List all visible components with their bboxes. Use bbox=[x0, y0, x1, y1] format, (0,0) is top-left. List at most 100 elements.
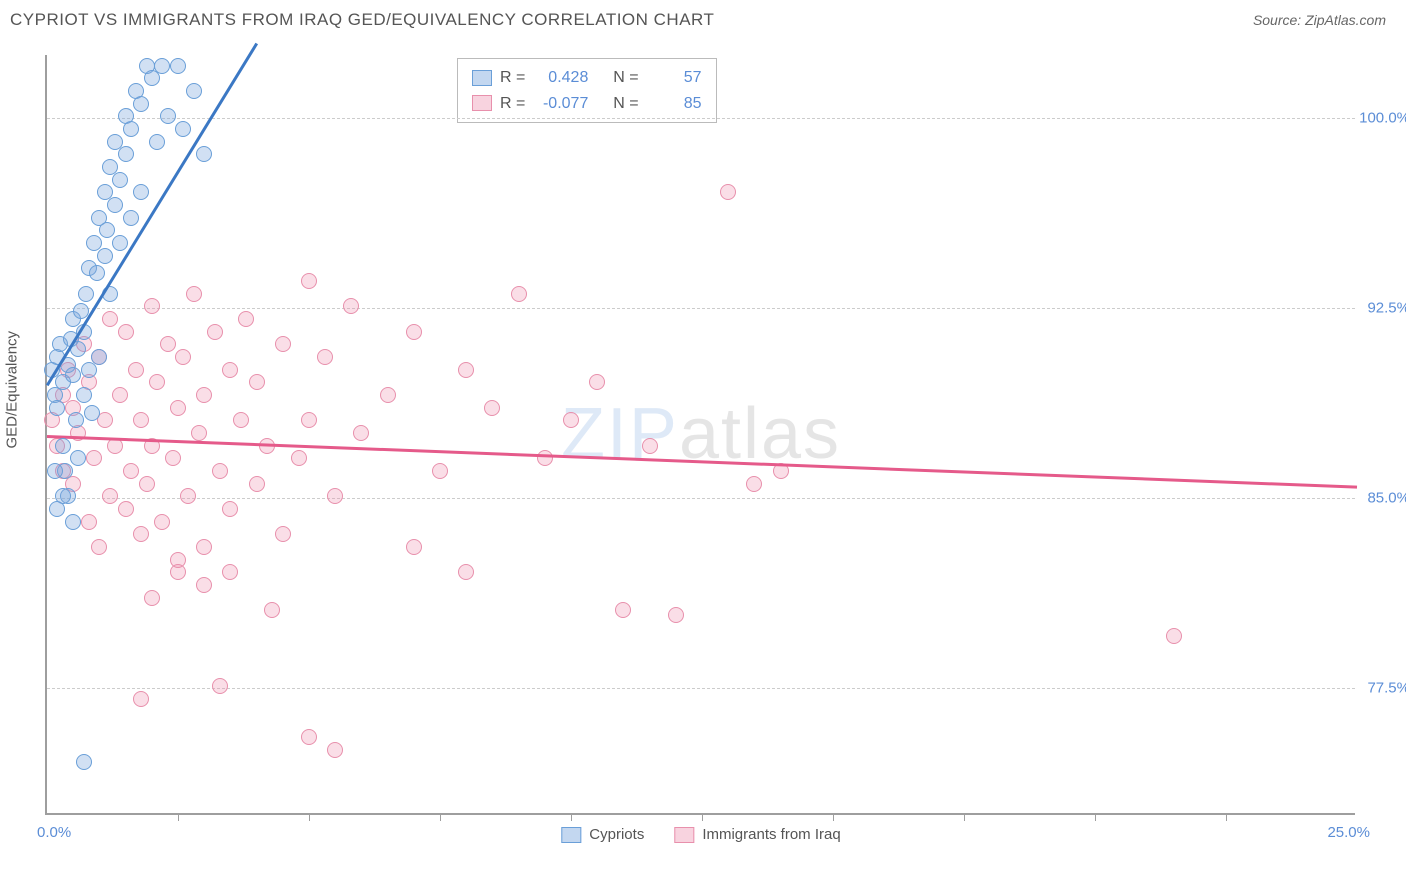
data-point bbox=[249, 476, 265, 492]
x-axis-max-label: 25.0% bbox=[1327, 824, 1370, 841]
data-point bbox=[65, 514, 81, 530]
data-point bbox=[615, 602, 631, 618]
legend-swatch-pink bbox=[472, 95, 492, 111]
legend-swatch-pink bbox=[674, 827, 694, 843]
data-point bbox=[91, 349, 107, 365]
data-point bbox=[49, 501, 65, 517]
data-point bbox=[160, 336, 176, 352]
data-point bbox=[563, 412, 579, 428]
gridline bbox=[47, 498, 1355, 499]
data-point bbox=[133, 691, 149, 707]
gridline bbox=[47, 688, 1355, 689]
data-point bbox=[68, 412, 84, 428]
x-tick bbox=[1226, 813, 1227, 821]
data-point bbox=[668, 607, 684, 623]
data-point bbox=[264, 602, 280, 618]
data-point bbox=[133, 526, 149, 542]
r-value-blue: 0.428 bbox=[533, 65, 588, 91]
x-tick bbox=[571, 813, 572, 821]
data-point bbox=[118, 324, 134, 340]
stats-legend: R = 0.428 N = 57 R = -0.077 N = 85 bbox=[457, 58, 717, 123]
gridline bbox=[47, 118, 1355, 119]
data-point bbox=[212, 463, 228, 479]
data-point bbox=[170, 552, 186, 568]
data-point bbox=[175, 121, 191, 137]
n-label: N = bbox=[613, 91, 638, 117]
data-point bbox=[484, 400, 500, 416]
data-point bbox=[133, 412, 149, 428]
data-point bbox=[196, 387, 212, 403]
data-point bbox=[196, 146, 212, 162]
data-point bbox=[170, 400, 186, 416]
x-tick bbox=[964, 813, 965, 821]
y-tick-label: 100.0% bbox=[1359, 110, 1406, 127]
data-point bbox=[112, 387, 128, 403]
data-point bbox=[720, 184, 736, 200]
data-point bbox=[86, 450, 102, 466]
data-point bbox=[160, 108, 176, 124]
data-point bbox=[144, 70, 160, 86]
x-tick bbox=[1095, 813, 1096, 821]
r-value-pink: -0.077 bbox=[533, 91, 588, 117]
data-point bbox=[222, 501, 238, 517]
data-point bbox=[186, 83, 202, 99]
r-label: R = bbox=[500, 91, 525, 117]
data-point bbox=[191, 425, 207, 441]
y-tick-label: 77.5% bbox=[1367, 680, 1406, 697]
data-point bbox=[233, 412, 249, 428]
data-point bbox=[123, 121, 139, 137]
x-tick bbox=[309, 813, 310, 821]
data-point bbox=[91, 539, 107, 555]
data-point bbox=[81, 514, 97, 530]
legend-row-blue: R = 0.428 N = 57 bbox=[472, 65, 702, 91]
data-point bbox=[112, 172, 128, 188]
data-point bbox=[65, 367, 81, 383]
legend-item-iraq: Immigrants from Iraq bbox=[674, 826, 840, 843]
data-point bbox=[154, 514, 170, 530]
data-point bbox=[275, 336, 291, 352]
data-point bbox=[47, 463, 63, 479]
data-point bbox=[642, 438, 658, 454]
data-point bbox=[327, 488, 343, 504]
data-point bbox=[301, 412, 317, 428]
data-point bbox=[327, 742, 343, 758]
data-point bbox=[212, 678, 228, 694]
data-point bbox=[154, 58, 170, 74]
x-tick bbox=[702, 813, 703, 821]
trend-line bbox=[46, 43, 258, 386]
legend-label-iraq: Immigrants from Iraq bbox=[702, 826, 840, 843]
data-point bbox=[746, 476, 762, 492]
data-point bbox=[353, 425, 369, 441]
data-point bbox=[112, 235, 128, 251]
data-point bbox=[133, 184, 149, 200]
data-point bbox=[222, 362, 238, 378]
data-point bbox=[186, 286, 202, 302]
x-tick bbox=[440, 813, 441, 821]
data-point bbox=[196, 577, 212, 593]
data-point bbox=[406, 539, 422, 555]
data-point bbox=[99, 222, 115, 238]
legend-swatch-blue bbox=[561, 827, 581, 843]
data-point bbox=[249, 374, 265, 390]
data-point bbox=[97, 248, 113, 264]
data-point bbox=[175, 349, 191, 365]
source-attribution: Source: ZipAtlas.com bbox=[1253, 12, 1386, 28]
x-tick bbox=[178, 813, 179, 821]
data-point bbox=[291, 450, 307, 466]
data-point bbox=[144, 590, 160, 606]
n-value-pink: 85 bbox=[647, 91, 702, 117]
y-tick-label: 92.5% bbox=[1367, 300, 1406, 317]
data-point bbox=[380, 387, 396, 403]
data-point bbox=[102, 488, 118, 504]
r-label: R = bbox=[500, 65, 525, 91]
data-point bbox=[149, 374, 165, 390]
data-point bbox=[55, 438, 71, 454]
y-tick-label: 85.0% bbox=[1367, 490, 1406, 507]
data-point bbox=[70, 450, 86, 466]
data-point bbox=[432, 463, 448, 479]
x-tick bbox=[833, 813, 834, 821]
data-point bbox=[165, 450, 181, 466]
data-point bbox=[458, 362, 474, 378]
data-point bbox=[81, 362, 97, 378]
data-point bbox=[76, 387, 92, 403]
